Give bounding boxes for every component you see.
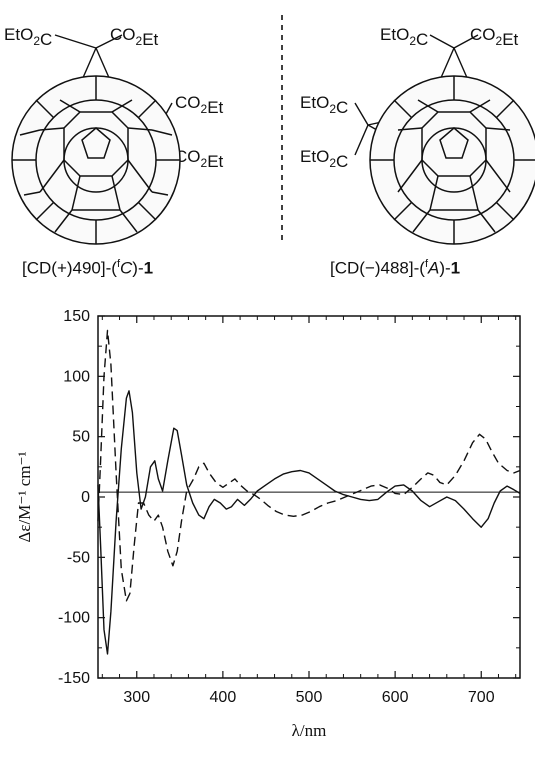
molecule-left: EtO2C CO2Et CO2Et CO2Et [4,25,224,244]
fullerene-cage-left [12,76,180,244]
right-top-ester-label: EtO2C [380,25,428,49]
molecule-structures: EtO2C CO2Et CO2Et CO2Et [0,0,535,285]
cd-spectrum-panel: 300 400 500 600 700 150 100 50 0 -50 -100 -150 λ/nm… [0,300,535,766]
x-tick-label: 400 [210,689,237,706]
y-tick-label: 100 [63,368,90,385]
y-tick-label: -100 [58,610,90,627]
y-tick-label: -50 [67,549,90,566]
x-tick-label: 700 [468,689,495,706]
left-side-ester-top: CO2Et [175,93,224,117]
y-tick-label: 150 [63,308,90,325]
molecule-right: EtO2C CO2Et EtO2C EtO2C [300,25,535,244]
left-top-ester-label: EtO2C [4,25,52,49]
caption-left-close: )- [132,259,143,278]
x-tick-label: 600 [382,689,409,706]
y-tick-label: 0 [81,489,90,506]
x-axis-title: λ/nm [292,721,327,740]
cd-series-dashed [98,331,520,601]
x-tick-label: 300 [123,689,150,706]
right-side-ester-bottom: EtO2C [300,147,348,171]
caption-right-italic: A [428,259,439,278]
caption-left-italic: C [120,259,132,278]
caption-right: [CD(−)488]-(fA)-1 [330,258,460,279]
caption-right-bold: 1 [451,259,460,278]
fullerene-cage-right [370,76,535,244]
plot-frame [98,316,520,678]
molecule-panel: EtO2C CO2Et CO2Et CO2Et [0,0,535,285]
left-side-ester-bottom: CO2Et [175,147,224,171]
y-axis-title: Δε/M⁻¹ cm⁻¹ [15,451,34,542]
caption-left-prefix: [CD(+)490]-( [22,259,117,278]
y-tick-label: -150 [58,670,90,687]
caption-right-prefix: [CD(−)488]-( [330,259,425,278]
right-side-ester-top: EtO2C [300,93,348,117]
x-tick-label: 500 [296,689,323,706]
caption-left-bold: 1 [144,259,153,278]
caption-right-close: )- [439,259,450,278]
caption-left: [CD(+)490]-(fC)-1 [22,258,153,279]
y-tick-label: 50 [72,429,90,446]
right-top-ester-label-right: CO2Et [470,25,519,49]
